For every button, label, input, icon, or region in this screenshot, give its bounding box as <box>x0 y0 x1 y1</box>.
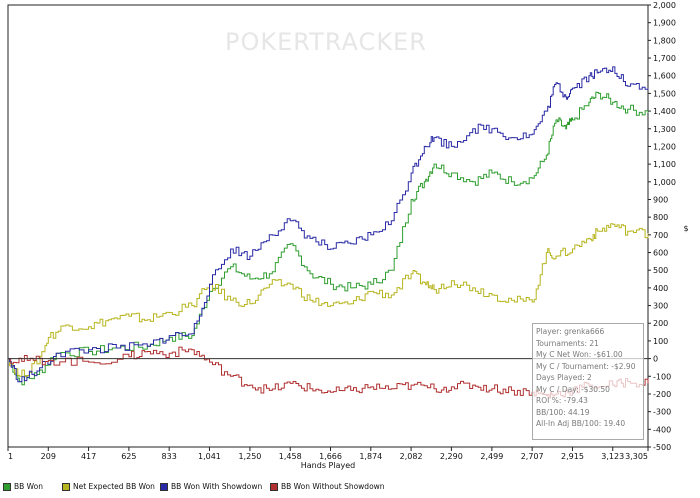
y-tick-label: 1,300 <box>653 125 676 134</box>
x-tick-label: 1,874 <box>359 452 382 461</box>
x-tick-label: 2,915 <box>561 452 584 461</box>
y-tick-label: 1,200 <box>653 142 676 151</box>
x-tick-label: 1,250 <box>238 452 261 461</box>
y-tick-label: 500 <box>653 266 668 275</box>
stats-bb100: BB/100: 44.19 <box>536 407 590 417</box>
x-tick-label: 209 <box>41 452 56 461</box>
x-axis-title: Hands Played <box>301 461 355 470</box>
x-tick-label: 3,305 <box>625 452 648 461</box>
series-line-2 <box>8 66 649 383</box>
stats-roi: ROI %: -79.43 <box>536 396 588 405</box>
legend-swatch <box>270 482 278 491</box>
y-tick-label: -500 <box>653 443 671 452</box>
legend-item-without-showdown: BB Won Without Showdown <box>270 482 385 491</box>
y-tick-label: 1,700 <box>653 54 676 63</box>
y-tick-label: 1,800 <box>653 36 676 45</box>
x-tick-label: 2,499 <box>480 452 503 461</box>
watermark: POKERTRACKER <box>225 28 427 56</box>
legend-item-net-expected: Net Expected BB Won <box>62 482 155 491</box>
stats-tournaments: Tournaments: 21 <box>536 338 599 348</box>
y-tick-label: 2,000 <box>653 1 676 10</box>
legend-label: BB Won With Showdown <box>171 482 263 491</box>
x-tick-label: 2,707 <box>521 452 544 461</box>
x-tick-label: 2,290 <box>440 452 463 461</box>
y-tick-label: 1,600 <box>653 72 676 81</box>
x-tick-label: 2,082 <box>400 452 423 461</box>
y-tick-label: -100 <box>653 372 671 381</box>
stats-per-day: My C / Day: -$30.50 <box>536 384 610 394</box>
stats-days-played: Days Played: 2 <box>536 373 592 382</box>
stats-per-tournament: My C / Tournament: -$2.90 <box>536 361 636 371</box>
y-tick-label: 200 <box>653 319 668 328</box>
stats-player: Player: grenka666 <box>536 327 605 336</box>
y-tick-label: -400 <box>653 425 671 434</box>
x-tick-label: 833 <box>162 452 177 461</box>
y-tick-label: 800 <box>653 213 668 222</box>
legend-label: BB Won <box>14 482 43 491</box>
series-line-0 <box>8 91 649 386</box>
stats-allin-bb100: All-In Adj BB/100: 19.40 <box>536 419 626 428</box>
stats-net-won: My C Net Won: -$61.00 <box>536 350 623 359</box>
x-tick-label: 417 <box>81 452 96 461</box>
y-tick-label: 1,500 <box>653 89 676 98</box>
legend-swatch <box>3 482 11 491</box>
legend-label: BB Won Without Showdown <box>281 482 385 491</box>
y-tick-label: 100 <box>653 337 668 346</box>
y-tick-label: 700 <box>653 231 668 240</box>
legend-swatch <box>160 482 168 491</box>
y-axis-title: $ <box>683 224 688 233</box>
legend-item-with-showdown: BB Won With Showdown <box>160 482 262 491</box>
y-tick-label: -200 <box>653 390 671 399</box>
stats-panel: Player: grenka666 Tournaments: 21 My C N… <box>532 323 644 440</box>
legend-item-bb-won: BB Won <box>3 482 43 491</box>
x-tick-label: 1 <box>8 452 13 461</box>
plot-area <box>7 4 649 448</box>
x-axis: 1 209 417 625 833 1,041 1,250 1,458 1,666 1,874 2,… <box>7 447 649 461</box>
plot-frame <box>7 4 649 448</box>
y-tick-label: 600 <box>653 249 668 258</box>
y-axis: 2,000 1,900 1,800 1,700 1,600 1,500 1,400 1,300… <box>648 1 676 452</box>
y-tick-label: 900 <box>653 195 668 204</box>
series-layer <box>8 66 649 399</box>
legend: BB Won Net Expected BB Won BB Won With S… <box>0 479 700 498</box>
y-tick-label: -300 <box>653 408 671 417</box>
y-tick-label: 300 <box>653 302 668 311</box>
x-tick-label: 3,123 <box>601 452 624 461</box>
legend-label: Net Expected BB Won <box>73 482 155 491</box>
y-tick-label: 400 <box>653 284 668 293</box>
series-line-1 <box>8 223 649 378</box>
x-tick-label: 1,458 <box>279 452 302 461</box>
y-tick-label: 1,400 <box>653 107 676 116</box>
y-tick-label: 1,900 <box>653 19 676 28</box>
legend-swatch <box>62 482 70 491</box>
x-tick-label: 1,666 <box>319 452 342 461</box>
y-tick-label: 0 <box>653 355 658 364</box>
x-tick-label: 1,041 <box>198 452 221 461</box>
x-tick-label: 625 <box>121 452 136 461</box>
y-tick-label: 1,000 <box>653 178 676 187</box>
y-tick-label: 1,100 <box>653 160 676 169</box>
